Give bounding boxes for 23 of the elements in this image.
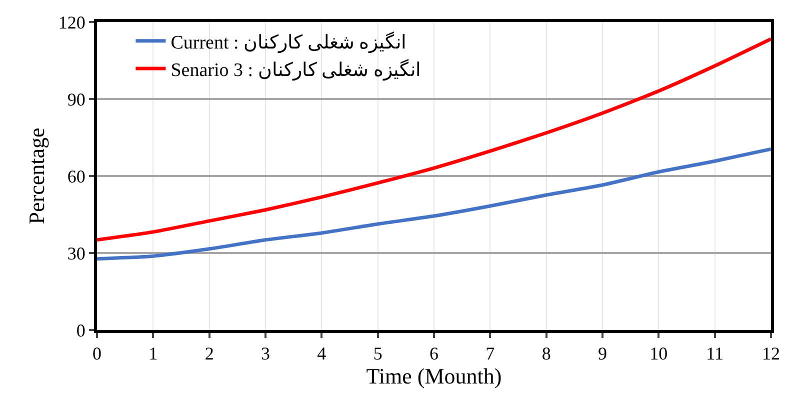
x-tick-label: 8 bbox=[542, 344, 551, 364]
legend-label: Current : انگیزه شغلی کارکنان bbox=[170, 30, 406, 54]
x-tick-label: 3 bbox=[261, 344, 270, 364]
x-tick-label: 10 bbox=[650, 344, 668, 364]
y-axis-title: Percentage bbox=[24, 128, 50, 224]
x-tick-label: 4 bbox=[317, 344, 326, 364]
x-tick-label: 5 bbox=[373, 344, 382, 364]
x-tick-label: 1 bbox=[148, 344, 158, 364]
x-tick-label: 12 bbox=[762, 344, 780, 364]
x-tick-label: 7 bbox=[486, 344, 495, 364]
x-tick-label: 0 bbox=[92, 344, 102, 364]
x-tick-label: 11 bbox=[706, 344, 724, 364]
legend-label: Senario 3 : انگیزه شغلی کارکنان bbox=[170, 58, 420, 81]
y-tick-label: 30 bbox=[67, 243, 86, 264]
x-axis-title: Time (Mounth) bbox=[366, 364, 502, 389]
y-tick-label: 60 bbox=[67, 166, 86, 186]
x-tick-label: 9 bbox=[598, 344, 607, 364]
y-tick-label: 90 bbox=[67, 89, 86, 110]
x-tick-label: 6 bbox=[430, 344, 438, 364]
line-series bbox=[97, 147, 771, 261]
y-tick-label: 0 bbox=[76, 320, 86, 340]
y-tick-label: 120 bbox=[58, 12, 86, 32]
x-tick-label: 2 bbox=[204, 344, 214, 364]
